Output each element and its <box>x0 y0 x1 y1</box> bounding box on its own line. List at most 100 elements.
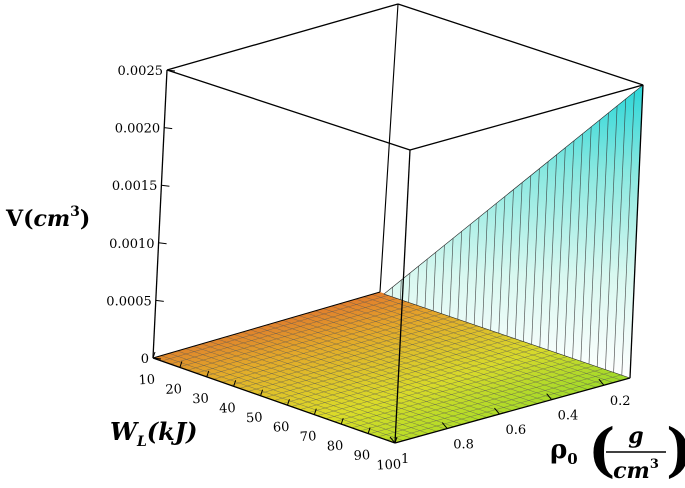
y-label-paren-open: ( <box>588 416 615 484</box>
z-tick-label: 0.0015 <box>112 179 158 194</box>
floor-grid-line-rho <box>315 310 563 397</box>
floor-grid-line-w <box>325 353 559 419</box>
floor-grid-line-rho <box>331 305 580 393</box>
y-tick-mark <box>441 422 448 429</box>
x-tick-label: 20 <box>165 382 182 398</box>
box-edge-top-back-right <box>397 3 644 86</box>
wall-grid-line <box>490 203 497 331</box>
y-axis-label: ρ0 ( g cm3 ) <box>550 416 685 484</box>
floor-grid-line-w <box>343 359 577 426</box>
z-tick-label: 0 <box>141 352 149 367</box>
box-edge-top-front-right <box>409 84 644 151</box>
x-tick-mark <box>286 399 290 406</box>
floor-grid-line-rho <box>298 315 547 402</box>
z-axis-ticks: 0 0.0005 0.0010 0.0015 0.0020 0.0025 <box>106 64 176 367</box>
surface-floor <box>153 292 630 443</box>
wall-grid-line <box>531 168 540 345</box>
floor-grid-line-w <box>377 371 613 438</box>
floor-grid-line-w <box>299 343 532 410</box>
floor-grid-line-rho <box>290 317 538 404</box>
floor-grid-line-rho <box>274 322 521 409</box>
x-tick-mark <box>367 427 371 434</box>
floor-grid-line-rho <box>339 303 589 390</box>
box-edge-left-vertical <box>152 69 168 359</box>
y-tick-label: 0.2 <box>610 394 631 409</box>
wall-grid-line <box>400 280 402 300</box>
z-tick-mark <box>158 242 167 245</box>
svg-text:g: g <box>628 423 643 449</box>
z-tick-mark <box>166 69 176 72</box>
wall-grid-line <box>588 119 601 365</box>
wall-grid-line <box>416 266 419 306</box>
z-tick-label: 0.0025 <box>118 64 164 79</box>
floor-grid-line-rho <box>306 312 555 400</box>
x-axis-label: WL(kJ) <box>110 417 198 450</box>
box-edge-top-left-back <box>166 3 399 71</box>
x-tick-label: 60 <box>273 420 290 436</box>
floor-grid-line-rho <box>282 320 530 407</box>
wall-grid-line <box>580 126 592 362</box>
wall-grid-line <box>482 210 488 328</box>
x-tick-mark <box>233 380 237 387</box>
floor-grid-line-rho <box>347 301 597 388</box>
wall-grid-line <box>432 252 437 311</box>
box-edge-back-vertical <box>379 3 399 293</box>
box-back-edges <box>166 3 644 293</box>
x-tick-label: 10 <box>138 373 155 389</box>
y-tick-mark <box>598 378 605 386</box>
wall-grid-line <box>596 112 609 367</box>
wall-grid-line <box>547 154 558 351</box>
floor-grid-line-w <box>351 362 586 429</box>
y-tick-mark <box>546 393 553 400</box>
y-label-paren-close: ) <box>666 416 685 484</box>
y-axis-ticks: 0.2 0.4 0.6 0.8 1 <box>389 378 631 467</box>
floor-grid-line-w <box>386 374 622 441</box>
x-tick-mark <box>340 417 344 425</box>
box-front-edges <box>152 69 644 444</box>
z-tick-label: 0.0005 <box>106 294 152 309</box>
wall-grid-line <box>457 231 463 320</box>
wall-grid-line <box>465 224 471 323</box>
floor-grid-line-w <box>317 350 550 416</box>
floor-grid-line-w <box>334 356 568 422</box>
x-tick-label: 30 <box>192 391 209 407</box>
floor-grid-line-rho <box>266 324 513 411</box>
y-tick-mark <box>494 407 500 415</box>
x-axis-ticks: 10 20 30 40 50 60 70 80 90 100 <box>138 351 402 474</box>
y-tick-label: 1 <box>401 452 409 467</box>
z-axis-label: V(cm3) <box>5 204 90 232</box>
wall-grid-line <box>473 217 480 325</box>
wall-grid-line <box>408 273 411 303</box>
wall-grid-line <box>564 140 575 356</box>
x-tick-label: 40 <box>219 401 236 417</box>
z-tick-label: 0.0010 <box>109 237 155 252</box>
x-tick-mark <box>152 351 156 359</box>
x-tick-mark <box>206 370 210 378</box>
floor-grid-line-rho <box>371 294 622 381</box>
wall-grid-line <box>424 259 428 309</box>
floor-grid-line-w <box>369 368 604 435</box>
y-tick-label: 0.6 <box>505 423 526 438</box>
wall-grid-line <box>613 98 627 373</box>
box-edge-front-vertical <box>394 149 411 444</box>
y-tick-mark <box>389 436 396 444</box>
surface-wall <box>383 84 644 379</box>
x-tick-label: 100 <box>376 457 402 473</box>
wall-grid-line <box>539 161 549 348</box>
x-tick-label: 90 <box>353 448 370 464</box>
box-edge-bottom-left-back <box>152 291 381 359</box>
z-tick-label: 0.0020 <box>115 122 161 137</box>
z-tick-mark <box>155 299 164 302</box>
y-tick-label: 0.4 <box>558 409 579 424</box>
floor-grid-line-rho <box>355 298 605 386</box>
wall-grid-line <box>523 175 532 342</box>
wall-grid-line <box>555 147 566 353</box>
svg-text:cm3: cm3 <box>613 457 659 484</box>
floor-grid-line-w <box>360 365 595 432</box>
box-edge-top-left-front <box>166 69 411 151</box>
svg-text:ρ0: ρ0 <box>550 435 578 468</box>
x-tick-label: 50 <box>246 410 263 426</box>
wall-grid-line <box>506 189 514 337</box>
box-edge-bottom-front-right <box>394 377 631 444</box>
